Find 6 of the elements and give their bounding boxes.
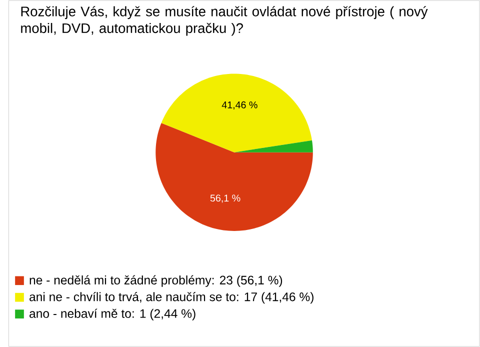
data-label: 56,1 % bbox=[210, 194, 240, 203]
legend-label: ano - nebaví mě to: 1 (2,44 %) bbox=[30, 308, 196, 320]
legend-label: ani ne - chvíli to trvá, ale naučím se to: 17 (41,46 %) bbox=[30, 292, 314, 304]
data-label: 41,46 % bbox=[222, 101, 258, 110]
legend-label: ne - nedělá mi to žádné problémy: 23 (56,1 %) bbox=[30, 275, 282, 287]
chart-title: Rozčiluje Vás, když se musíte naučit ovládat nové přístroje ( nový mobil, DVD, automatickou pračku )? bbox=[21, 6, 428, 36]
